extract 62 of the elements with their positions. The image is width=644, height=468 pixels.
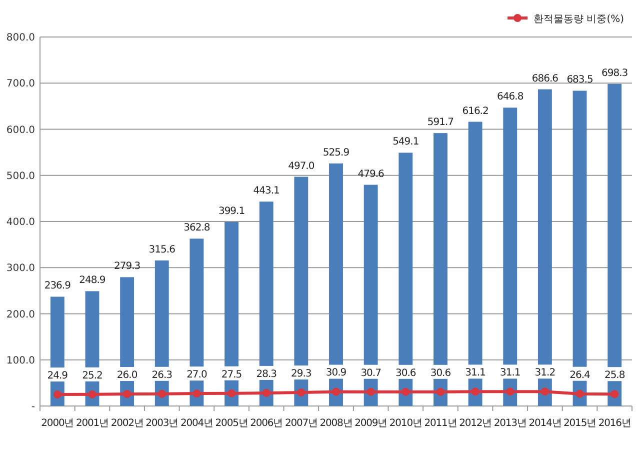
x-tick-label: 2008년 <box>320 418 352 429</box>
x-tick-label: 2016년 <box>598 418 631 429</box>
data-label: 248.9 <box>79 275 106 286</box>
data-label: 591.7 <box>427 117 454 128</box>
y-tick-label: 400.0 <box>6 217 35 228</box>
data-label: 497.0 <box>288 160 314 172</box>
x-tick-label: 2006년 <box>250 418 283 429</box>
data-label: 25.2 <box>82 370 103 382</box>
y-tick-label: 700.0 <box>6 78 35 90</box>
data-label: 26.3 <box>152 370 172 381</box>
data-label: 479.6 <box>358 168 384 180</box>
data-label: 25.8 <box>604 370 625 382</box>
data-label: 30.9 <box>326 368 346 379</box>
x-tick-label: 2007년 <box>284 418 318 429</box>
legend: 환적물동량 비중(%) <box>508 14 624 25</box>
data-label: 27.5 <box>221 369 242 380</box>
y-tick-label: 300.0 <box>6 263 35 274</box>
x-tick-label: 2001년 <box>76 418 108 429</box>
x-tick-label: 2000년 <box>41 418 74 429</box>
x-tick-label: 2005년 <box>215 418 248 429</box>
y-tick-label: 100.0 <box>6 355 35 366</box>
y-tick-label: - <box>31 402 36 412</box>
data-label: 686.6 <box>532 73 558 84</box>
data-label: 30.7 <box>360 368 382 379</box>
data-label: 31.2 <box>534 368 556 379</box>
x-tick-label: 2011년 <box>424 418 457 429</box>
x-tick-label: 2013년 <box>494 418 526 429</box>
data-label: 31.1 <box>500 368 520 379</box>
y-tick-label: 800.0 <box>6 32 35 44</box>
data-label: 236.9 <box>44 280 71 292</box>
data-label: 24.9 <box>47 370 68 382</box>
data-label: 29.3 <box>291 368 312 380</box>
data-label: 26.4 <box>570 370 590 381</box>
data-label: 525.9 <box>322 147 350 158</box>
data-label: 27.0 <box>186 370 207 381</box>
data-label: 399.1 <box>218 206 245 217</box>
y-tick-label: 500.0 <box>6 170 35 182</box>
data-label: 683.5 <box>566 74 593 86</box>
x-tick-label: 2015년 <box>564 418 596 429</box>
data-label: 315.6 <box>148 244 176 256</box>
data-label: 30.6 <box>396 368 416 379</box>
data-label: 549.1 <box>392 136 419 148</box>
data-label: 698.3 <box>602 68 628 79</box>
legend-label: 환적물동량 비중(%) <box>534 14 624 25</box>
data-label: 616.2 <box>462 106 488 117</box>
x-tick-label: 2002년 <box>110 418 144 429</box>
x-tick-label: 2012년 <box>459 418 492 429</box>
x-tick-label: 2004년 <box>180 418 213 429</box>
x-tick-label: 2009년 <box>354 418 388 429</box>
x-tick-label: 2003년 <box>146 418 178 429</box>
y-tick-label: 200.0 <box>6 309 35 320</box>
x-tick-label: 2014년 <box>528 418 562 429</box>
x-tick-label: 2010년 <box>389 418 422 429</box>
data-label: 362.8 <box>184 222 210 234</box>
data-label: 31.1 <box>465 368 486 379</box>
y-tick-label: 600.0 <box>6 124 35 136</box>
data-label: 28.3 <box>256 368 277 380</box>
data-label: 30.6 <box>430 368 451 379</box>
data-label: 646.8 <box>497 92 524 103</box>
data-label: 279.3 <box>114 261 140 272</box>
data-label: 443.1 <box>253 186 280 197</box>
data-label: 26.0 <box>116 370 138 382</box>
